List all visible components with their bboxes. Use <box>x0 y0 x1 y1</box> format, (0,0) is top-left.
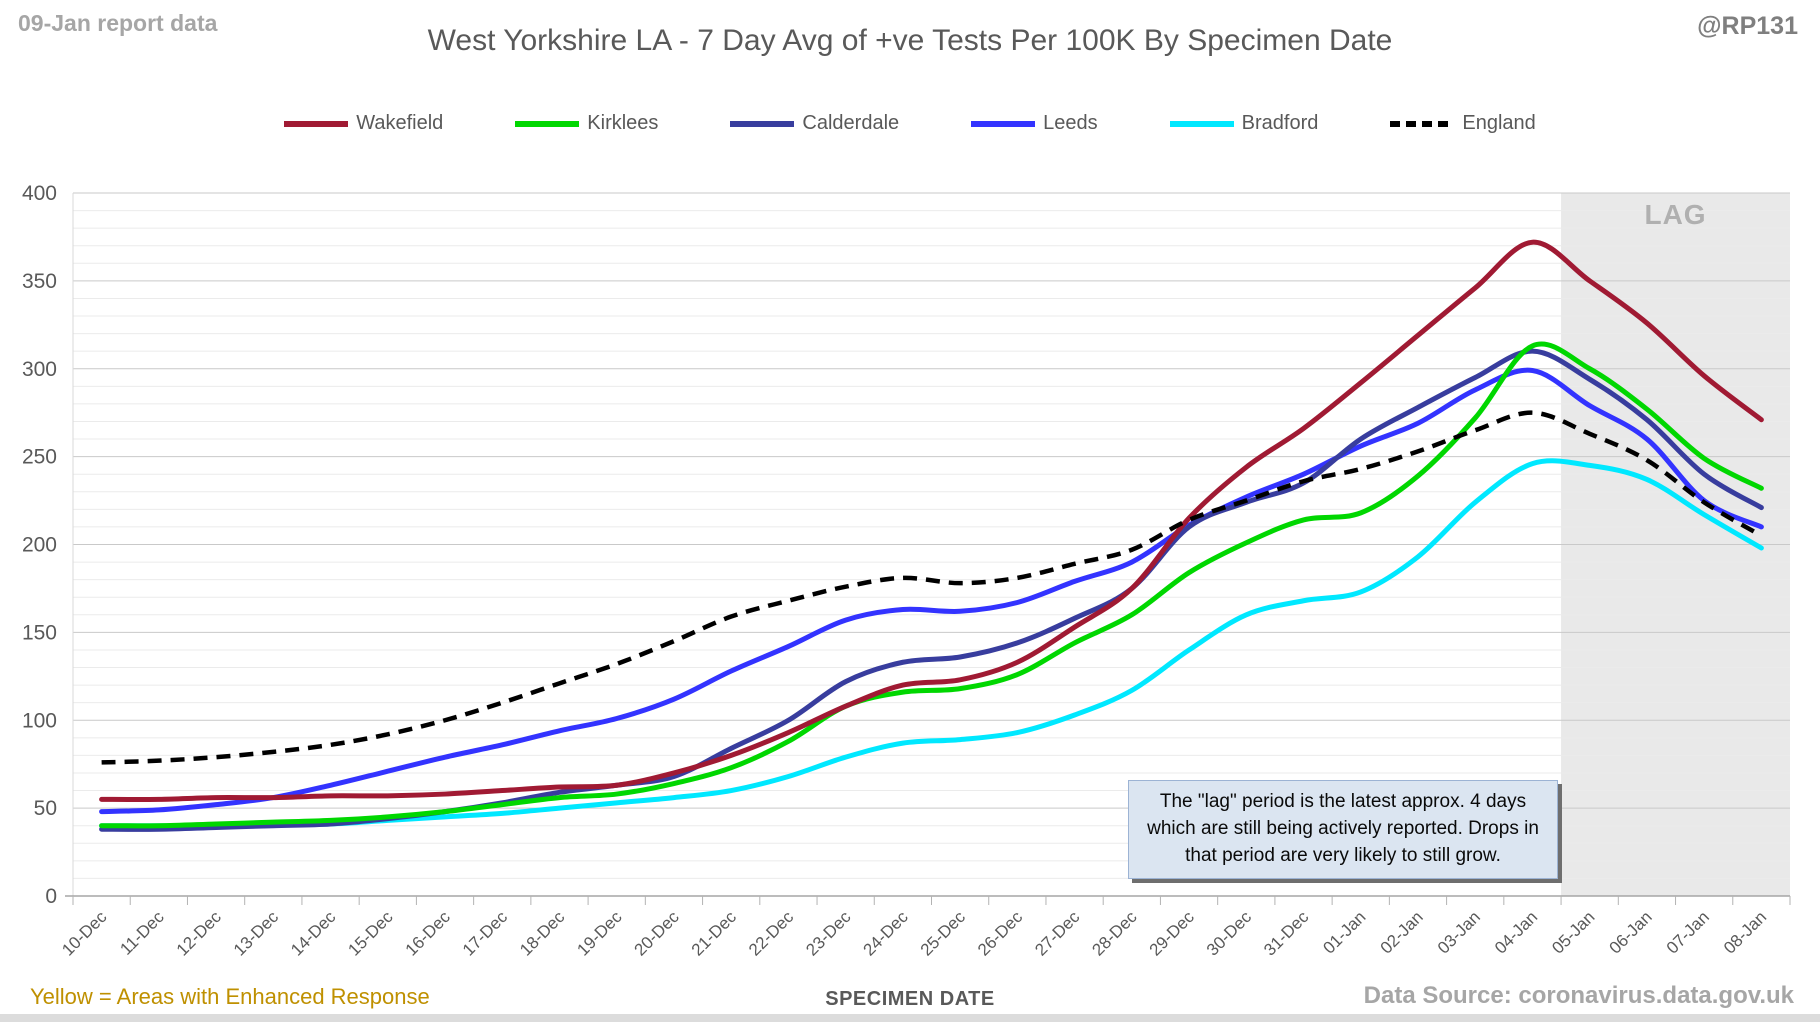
x-tick-label: 31-Dec <box>1260 907 1313 960</box>
y-tick-label: 250 <box>22 446 57 469</box>
legend-swatch-england <box>1390 120 1455 127</box>
lag-label: LAG <box>1644 199 1706 230</box>
legend-label-leeds: Leeds <box>1043 112 1098 134</box>
series-calderdale-line <box>99 348 1764 832</box>
x-tick-label: 04-Jan <box>1491 907 1541 957</box>
x-tick-label: 21-Dec <box>688 907 741 960</box>
x-tick-label: 24-Dec <box>860 907 913 960</box>
x-tick-label: 22-Dec <box>745 907 798 960</box>
x-tick-label: 15-Dec <box>344 907 397 960</box>
legend-item-leeds: Leeds <box>971 112 1098 135</box>
legend-swatch-kirklees <box>515 120 580 127</box>
x-tick-label: 26-Dec <box>974 907 1027 960</box>
legend-label-bradford: Bradford <box>1241 112 1319 134</box>
legend-swatch-calderdale <box>730 120 795 127</box>
x-tick-label: 20-Dec <box>631 907 684 960</box>
x-tick-label: 25-Dec <box>917 907 970 960</box>
x-tick-label: 02-Jan <box>1377 907 1427 957</box>
y-tick-label: 200 <box>22 534 57 557</box>
legend: Wakefield Kirklees Calderdale Leeds Bradford… <box>0 112 1820 135</box>
y-tick-label: 300 <box>22 358 57 381</box>
legend-item-kirklees: Kirklees <box>515 112 658 135</box>
y-tick-label: 150 <box>22 621 57 644</box>
y-tick-label: 400 <box>22 182 57 205</box>
chart-title: West Yorkshire LA - 7 Day Avg of +ve Tes… <box>427 24 1393 57</box>
x-tick-label: 07-Jan <box>1663 907 1713 957</box>
x-tick-label: 01-Jan <box>1319 907 1369 957</box>
author-handle: @RP131 <box>1697 12 1798 40</box>
lag-note-box: The "lag" period is the latest approx. 4… <box>1128 780 1558 879</box>
x-tick-label: 10-Dec <box>58 907 111 960</box>
series-england-line <box>101 410 1763 765</box>
x-tick-label: 18-Dec <box>516 907 569 960</box>
series-kirklees-line <box>99 341 1764 829</box>
legend-item-calderdale: Calderdale <box>730 112 899 135</box>
data-source-note: Data Source: coronavirus.data.gov.uk <box>1363 982 1794 1009</box>
x-tick-label: 11-Dec <box>116 907 168 959</box>
legend-label-england: England <box>1462 112 1536 134</box>
series-leeds-line <box>99 367 1764 815</box>
x-tick-label: 08-Jan <box>1720 907 1770 957</box>
y-tick-label: 50 <box>34 797 57 820</box>
legend-label-calderdale: Calderdale <box>802 112 900 134</box>
enhanced-response-note: Yellow = Areas with Enhanced Response <box>30 984 430 1009</box>
x-tick-label: 23-Dec <box>802 907 855 960</box>
x-tick-label: 06-Jan <box>1606 907 1656 957</box>
y-tick-label: 350 <box>22 270 57 293</box>
x-tick-label: 05-Jan <box>1548 907 1598 957</box>
y-tick-label: 0 <box>45 885 57 908</box>
x-tick-label: 19-Dec <box>573 907 626 960</box>
legend-swatch-leeds <box>971 120 1036 127</box>
x-tick-label: 17-Dec <box>459 907 512 960</box>
bottom-edge-strip <box>0 1014 1820 1022</box>
y-tick-label: 100 <box>22 709 57 732</box>
x-tick-label: 29-Dec <box>1146 907 1199 960</box>
x-tick-label: 03-Jan <box>1434 907 1484 957</box>
x-tick-label: 12-Dec <box>173 907 226 960</box>
x-tick-label: 27-Dec <box>1031 907 1084 960</box>
legend-item-wakefield: Wakefield <box>284 112 443 135</box>
report-date-note: 09-Jan report data <box>18 10 218 36</box>
x-tick-label: 16-Dec <box>402 907 455 960</box>
x-axis-title: SPECIMEN DATE <box>825 988 995 1010</box>
legend-label-kirklees: Kirklees <box>587 112 659 134</box>
series-wakefield-line <box>99 239 1764 802</box>
x-tick-label: 30-Dec <box>1203 907 1256 960</box>
x-tick-label: 28-Dec <box>1088 907 1141 960</box>
legend-item-bradford: Bradford <box>1169 112 1319 135</box>
series-bradford-line <box>99 458 1764 829</box>
legend-swatch-bradford <box>1169 120 1234 127</box>
x-tick-label: 13-Dec <box>230 907 283 960</box>
legend-swatch-wakefield <box>284 120 349 127</box>
legend-label-wakefield: Wakefield <box>356 112 444 134</box>
legend-item-england: England <box>1390 112 1536 135</box>
x-tick-label: 14-Dec <box>287 907 340 960</box>
